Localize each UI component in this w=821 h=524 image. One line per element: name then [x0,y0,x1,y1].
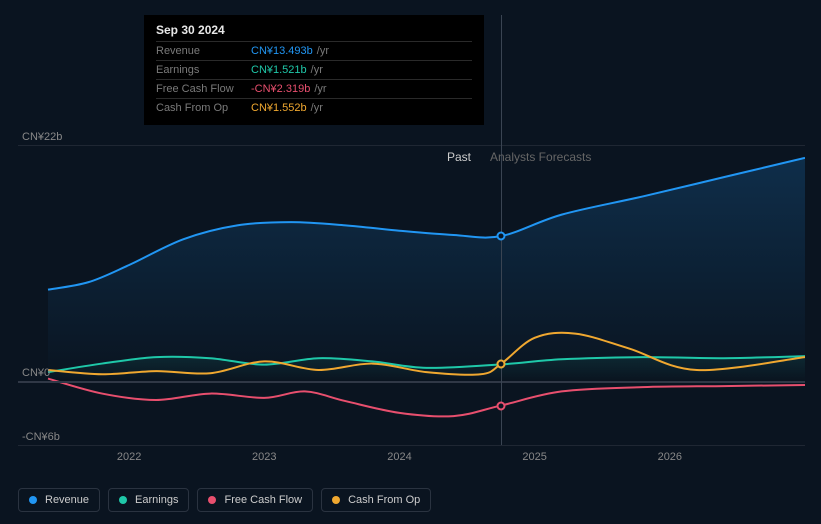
tooltip-row-label: Cash From Op [156,102,251,114]
x-axis-label: 2024 [387,451,411,463]
x-axis-label: 2023 [252,451,276,463]
tooltip-row-suffix: /yr [311,102,323,114]
legend-dot-icon [119,496,127,504]
legend-dot-icon [332,496,340,504]
x-axis-label: 2025 [522,451,546,463]
series-marker [496,401,505,410]
tooltip-row: EarningsCN¥1.521b/yr [156,60,472,79]
legend-dot-icon [208,496,216,504]
legend-item[interactable]: Earnings [108,488,189,512]
legend-dot-icon [29,496,37,504]
tooltip-row-label: Free Cash Flow [156,83,251,95]
tooltip-row: Cash From OpCN¥1.552b/yr [156,98,472,117]
legend-item[interactable]: Revenue [18,488,100,512]
tooltip-row-suffix: /yr [314,83,326,95]
tooltip-row-value: CN¥13.493b [251,45,313,57]
y-axis-label: CN¥0 [22,367,50,379]
legend-label: Earnings [135,494,178,506]
tooltip-row-value: CN¥1.521b [251,64,307,76]
tooltip-row: RevenueCN¥13.493b/yr [156,41,472,60]
tooltip-title: Sep 30 2024 [156,23,472,37]
tooltip: Sep 30 2024 RevenueCN¥13.493b/yrEarnings… [144,15,484,125]
series-marker [496,360,505,369]
legend-label: Free Cash Flow [224,494,302,506]
x-axis-label: 2022 [117,451,141,463]
legend: Revenue Earnings Free Cash Flow Cash From O… [18,488,431,512]
chart-svg [18,130,805,445]
series-marker [496,232,505,241]
legend-item[interactable]: Cash From Op [321,488,431,512]
baseline [18,381,805,383]
section-forecast-label: Analysts Forecasts [490,150,591,164]
tooltip-row-value: CN¥1.552b [251,102,307,114]
gridline [18,145,805,146]
section-past-label: Past [447,150,471,164]
legend-item[interactable]: Free Cash Flow [197,488,313,512]
y-axis-label: -CN¥6b [22,431,60,443]
tooltip-row: Free Cash Flow-CN¥2.319b/yr [156,79,472,98]
tooltip-row-label: Revenue [156,45,251,57]
current-date-vline [501,15,502,445]
tooltip-row-suffix: /yr [317,45,329,57]
series-area [48,158,805,381]
gridline [18,445,805,446]
tooltip-row-suffix: /yr [311,64,323,76]
series-line [48,379,805,417]
tooltip-row-label: Earnings [156,64,251,76]
legend-label: Cash From Op [348,494,420,506]
legend-label: Revenue [45,494,89,506]
y-axis-label: CN¥22b [22,131,62,143]
tooltip-row-value: -CN¥2.319b [251,83,310,95]
chart-area [18,130,805,445]
x-axis-label: 2026 [658,451,682,463]
